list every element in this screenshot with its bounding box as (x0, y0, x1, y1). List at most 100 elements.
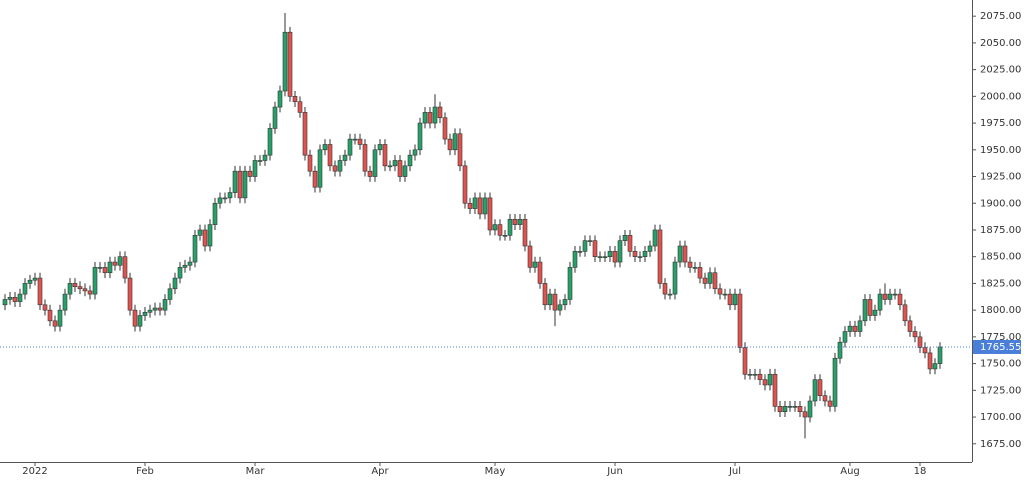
candle-body (582, 240, 588, 252)
y-tick-label: 1850.00 (980, 252, 1021, 263)
candle-body (507, 218, 513, 236)
candle-body (837, 341, 843, 359)
candle-body (557, 304, 563, 311)
candle-body (97, 267, 103, 269)
candle-body (212, 202, 218, 225)
x-tick-label: May (485, 466, 506, 477)
candle-body (792, 406, 798, 408)
x-tick-label: Jun (606, 466, 623, 477)
candle-body (677, 245, 683, 263)
candle-body (842, 331, 848, 343)
candle-body (17, 293, 23, 302)
candle-body (452, 133, 458, 151)
candle-body (692, 267, 698, 269)
candle-body (447, 138, 453, 151)
candle-body (597, 256, 603, 258)
candle-body (12, 297, 18, 302)
candle-body (432, 106, 438, 124)
candle-body (182, 264, 188, 268)
candle-body (512, 218, 518, 225)
candle-body (747, 373, 753, 376)
candle-body (877, 293, 883, 311)
candle-body (752, 373, 758, 376)
candle-body (132, 309, 138, 327)
candle-body (7, 297, 13, 300)
candle-body (287, 31, 293, 97)
candle-body (372, 149, 378, 177)
candle-body (197, 229, 203, 236)
x-tick-label: 2022 (22, 466, 47, 477)
candle-body (882, 293, 888, 300)
candle-body (852, 325, 858, 332)
candle-body (707, 272, 713, 284)
candle-body (107, 261, 113, 274)
candle-body (157, 307, 163, 311)
y-tick-label: 1725.00 (980, 385, 1021, 396)
candle-body (112, 261, 118, 266)
candle-body (722, 293, 728, 296)
candle-body (592, 240, 598, 257)
candle-body (22, 283, 28, 295)
candle-body (532, 261, 538, 268)
candle-body (732, 293, 738, 306)
candle-body (472, 197, 478, 209)
candle-body (737, 293, 743, 348)
candle-body (272, 106, 278, 129)
candle-body (612, 251, 618, 263)
candle-body (902, 304, 908, 322)
candle-body (342, 154, 348, 161)
candle-body (932, 363, 938, 370)
candle-body (322, 144, 328, 151)
candle-body (137, 315, 143, 327)
candle-body (457, 133, 463, 167)
candle-body (917, 336, 923, 348)
candle-body (632, 251, 638, 257)
candle-body (427, 112, 433, 124)
candle-body (122, 256, 128, 279)
candle-body (572, 251, 578, 268)
candle-body (102, 267, 108, 274)
candle-body (487, 197, 493, 231)
candle-body (352, 138, 358, 141)
candle-body (317, 149, 323, 188)
candle-body (497, 224, 503, 236)
candle-body (207, 224, 213, 247)
x-tick-label: 18 (914, 466, 927, 477)
y-tick-label: 1875.00 (980, 225, 1021, 236)
candle-body (147, 309, 153, 313)
candle-body (822, 395, 828, 402)
candle-body (492, 224, 498, 231)
candle-body (27, 279, 33, 284)
candle-body (727, 293, 733, 306)
candle-body (347, 138, 353, 156)
candle-body (167, 288, 173, 300)
candle-body (627, 235, 633, 252)
candle-body (257, 160, 263, 162)
candle-body (262, 154, 268, 161)
y-tick-label: 2075.00 (980, 11, 1021, 22)
candle-body (922, 347, 928, 354)
candle-body (927, 352, 933, 370)
candle-body (642, 251, 648, 257)
candle-body (247, 170, 253, 177)
candle-body (57, 309, 63, 327)
y-tick-label: 1825.00 (980, 278, 1021, 289)
candle-body (567, 267, 573, 300)
candle-body (92, 267, 98, 295)
candle-body (292, 96, 298, 102)
candle-body (482, 197, 488, 215)
candle-body (827, 400, 833, 407)
candle-body (682, 245, 688, 263)
candle-body (867, 299, 873, 316)
candle-body (417, 122, 423, 151)
candle-body (637, 256, 643, 258)
candle-body (762, 379, 768, 386)
candle-body (552, 293, 558, 311)
candle-body (647, 245, 653, 252)
candle-body (782, 406, 788, 412)
candle-body (587, 240, 593, 242)
candle-body (117, 256, 123, 266)
y-tick-label: 1775.00 (980, 332, 1021, 343)
candle-body (252, 160, 258, 177)
y-tick-label: 1975.00 (980, 118, 1021, 129)
